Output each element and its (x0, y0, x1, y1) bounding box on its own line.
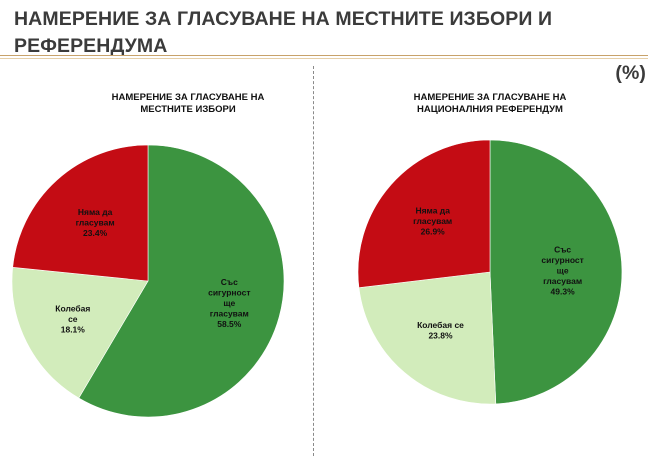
pie-1-label-hesitant-line: Колебая (55, 304, 90, 314)
panel-divider (313, 66, 314, 456)
pie-2-label-hesitant-line: Колебая се (417, 320, 464, 330)
pie-1-label-sure-line: 58.5% (217, 319, 242, 329)
chart-title-referendum: НАМЕРЕНИЕ ЗА ГЛАСУВАНЕ НА НАЦИОНАЛНИЯ РЕ… (413, 92, 567, 115)
pie-2-slice-hesitant (358, 271, 497, 405)
pie-2-label-hesitant: Колебая се 23.8% (417, 320, 464, 341)
pie-1-label-will-not-line: гласувам (76, 218, 115, 228)
pie-2-label-will-not-line: гласувам (413, 216, 452, 226)
pie-2-label-sure-line: ще (557, 265, 569, 275)
page-title-unit: (%) (615, 62, 646, 84)
pie-1-slice-hesitant (11, 267, 149, 399)
pie-2-slice-will-not (357, 139, 491, 289)
pie-2-label-will-not: Няма да гласувам 26.9% (413, 206, 452, 237)
pie-2-slice-sure (489, 139, 623, 405)
chart-title-local-elections: НАМЕРЕНИЕ ЗА ГЛАСУВАНЕ НА МЕСТНИТЕ ИЗБОР… (111, 92, 265, 115)
pie-1-label-hesitant-line: 18.1% (61, 325, 86, 335)
pie-1-slice-sure (78, 144, 285, 418)
pie-1-label-sure-line: ще (223, 298, 235, 308)
pie-2-label-sure-line: 49.3% (551, 286, 576, 296)
pie-2-label-will-not-line: 26.9% (421, 227, 446, 237)
page-title: НАМЕРЕНИЕ ЗА ГЛАСУВАНЕ НА МЕСТНИТЕ ИЗБОР… (14, 6, 646, 87)
pie-2-label-sure-line: гласувам (543, 276, 582, 286)
pie-2-label-hesitant-line: 23.8% (428, 331, 453, 341)
pie-1-label-will-not-line: Няма да (78, 207, 113, 217)
pie-2-label-sure: Със сигурност ще гласувам 49.3% (541, 244, 583, 296)
pie-2-label-will-not-line: Няма да (415, 206, 450, 216)
pie-1-label-will-not: Няма да гласувам 23.4% (76, 207, 115, 238)
pie-2-label-sure-line: сигурност (541, 255, 583, 265)
page-title-line1: НАМЕРЕНИЕ ЗА ГЛАСУВАНЕ НА МЕСТНИТЕ ИЗБОР… (14, 8, 553, 57)
header-rule-dark (0, 55, 648, 56)
pie-1-label-will-not-line: 23.4% (83, 228, 108, 238)
header-rule-light (0, 58, 648, 59)
pie-1-label-hesitant-line: се (68, 314, 78, 324)
pie-1-label-sure-line: сигурност (208, 288, 250, 298)
pie-1-label-hesitant: Колебая се 18.1% (55, 304, 90, 335)
pie-1-label-sure-line: гласувам (210, 309, 249, 319)
pie-1-label-sure: Със сигурност ще гласувам 58.5% (208, 277, 250, 329)
pie-2-label-sure-line: Със (554, 244, 571, 254)
pie-1-slice-will-not (12, 144, 149, 282)
pie-1-label-sure-line: Със (221, 277, 238, 287)
